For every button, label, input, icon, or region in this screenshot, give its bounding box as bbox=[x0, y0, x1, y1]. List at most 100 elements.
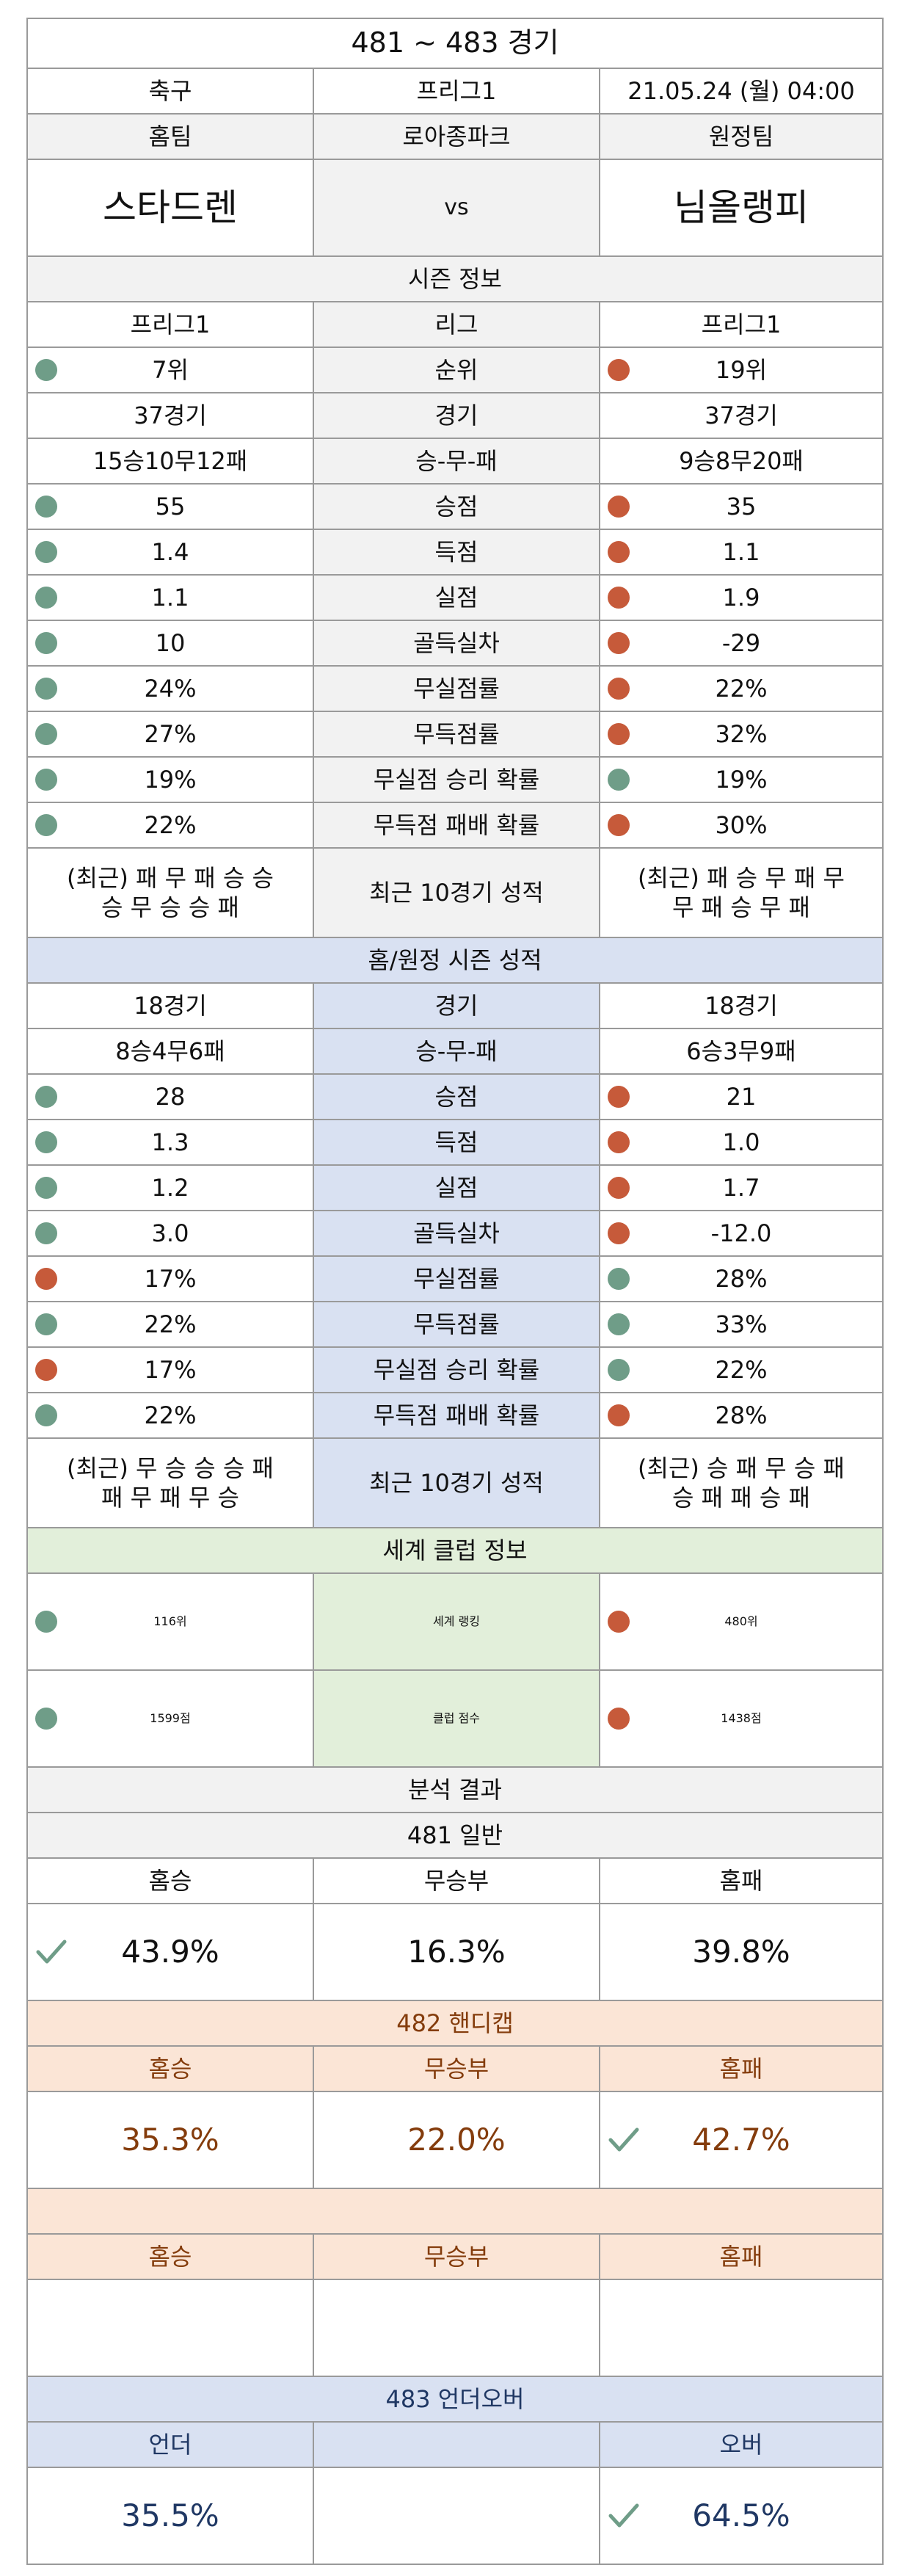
home-stat-value: 프리그1 bbox=[28, 302, 314, 347]
green-dot-icon bbox=[35, 1177, 57, 1199]
red-dot-icon bbox=[608, 814, 630, 836]
home-loss-value: 42.7% bbox=[600, 2092, 882, 2188]
recent-form-label: 최근 10경기 성적 bbox=[314, 1439, 600, 1527]
world-header-row: 세계 클럽 정보 bbox=[26, 1528, 884, 1574]
red-dot-icon bbox=[608, 359, 630, 381]
red-dot-icon bbox=[608, 1222, 630, 1244]
stat-label: 무득점률 bbox=[314, 712, 600, 756]
stat-label: 무실점률 bbox=[314, 667, 600, 711]
stat-label: 무득점 패배 확률 bbox=[314, 1393, 600, 1437]
green-dot-icon bbox=[35, 632, 57, 654]
home-stat-value: 1.2 bbox=[28, 1166, 314, 1210]
league-cell: 프리그1 bbox=[314, 69, 600, 113]
away-stat-value: -29 bbox=[600, 621, 882, 665]
stat-row: 22% 무득점률 33% bbox=[26, 1302, 884, 1348]
green-dot-icon bbox=[35, 1086, 57, 1108]
team-name-row: 스타드렌 vs 님올랭피 bbox=[26, 160, 884, 257]
home-stat-value: 17% bbox=[28, 1257, 314, 1301]
away-stat-value: 6승3무9패 bbox=[686, 1037, 796, 1065]
away-stat-value: 19% bbox=[600, 758, 882, 802]
empty-cell bbox=[600, 2280, 882, 2376]
stat-label: 무득점률 bbox=[314, 1302, 600, 1346]
away-stat-value: 19위 bbox=[600, 348, 882, 392]
stat-row: 19% 무실점 승리 확률 19% bbox=[26, 758, 884, 803]
away-stat-value: 32% bbox=[600, 712, 882, 756]
homeaway-header-row: 홈/원정 시즌 성적 bbox=[26, 938, 884, 984]
away-stat-value: 28% bbox=[600, 1257, 882, 1301]
stat-label: 무실점 승리 확률 bbox=[314, 758, 600, 802]
green-dot-icon bbox=[35, 1611, 57, 1633]
general-values-row: 43.9% 16.3% 39.8% bbox=[26, 1904, 884, 2001]
analysis-header: 분석 결과 bbox=[408, 1776, 502, 1804]
stat-label: 세계 랭킹 bbox=[314, 1574, 600, 1669]
stat-row: 1599점 클럽 점수 1438점 bbox=[26, 1671, 884, 1768]
stat-row: 7위 순위 19위 bbox=[26, 348, 884, 393]
away-stat-value: 30% bbox=[600, 803, 882, 847]
green-dot-icon bbox=[608, 1268, 630, 1290]
red-dot-icon bbox=[608, 1086, 630, 1108]
stat-row: 18경기 경기 18경기 bbox=[26, 984, 884, 1029]
away-stat-value: 1.1 bbox=[600, 530, 882, 574]
away-stat-value: 28% bbox=[600, 1393, 882, 1437]
red-dot-icon bbox=[608, 541, 630, 563]
away-stat-value: 35 bbox=[600, 485, 882, 529]
underover-labels-row: 언더 오버 bbox=[26, 2423, 884, 2468]
draw-label: 무승부 bbox=[314, 2047, 600, 2091]
recent-form-label: 최근 10경기 성적 bbox=[314, 849, 600, 937]
stat-row: 프리그1 리그 프리그1 bbox=[26, 302, 884, 348]
green-dot-icon bbox=[35, 769, 57, 791]
away-stat-value: 22% bbox=[600, 1348, 882, 1392]
underover-header: 483 언더오버 bbox=[385, 2385, 525, 2413]
red-dot-icon bbox=[35, 1359, 57, 1381]
away-stat-value: 22% bbox=[600, 667, 882, 711]
away-stat-value: 1.0 bbox=[600, 1120, 882, 1164]
away-stat-value: 21 bbox=[600, 1075, 882, 1119]
home-stat-value: 7위 bbox=[28, 348, 314, 392]
away-stat-value: 프리그1 bbox=[701, 311, 782, 338]
sport-cell: 축구 bbox=[28, 69, 314, 113]
stat-row: 1.1 실점 1.9 bbox=[26, 576, 884, 621]
world-stats: 116위 세계 랭킹 480위 1599점 클럽 점수 1438점 bbox=[26, 1574, 884, 1768]
home-stat-value: 18경기 bbox=[28, 984, 314, 1028]
green-dot-icon bbox=[608, 769, 630, 791]
green-dot-icon bbox=[35, 587, 57, 609]
stat-label: 무실점률 bbox=[314, 1257, 600, 1301]
red-dot-icon bbox=[608, 1611, 630, 1633]
draw-value: 16.3% bbox=[314, 1904, 600, 2000]
stat-label: 순위 bbox=[314, 348, 600, 392]
stat-label: 무실점 승리 확률 bbox=[314, 1348, 600, 1392]
stat-row: 17% 무실점 승리 확률 22% bbox=[26, 1348, 884, 1393]
red-dot-icon bbox=[608, 1708, 630, 1730]
stat-row: 22% 무득점 패배 확률 28% bbox=[26, 1393, 884, 1439]
underover-mid-label bbox=[314, 2423, 600, 2467]
stat-row: 37경기 경기 37경기 bbox=[26, 393, 884, 439]
away-stat-value: 37경기 bbox=[705, 402, 778, 429]
under-label: 언더 bbox=[28, 2423, 314, 2467]
home-stat-value: 116위 bbox=[28, 1574, 314, 1669]
match-sheet: 481 ~ 483 경기 축구 프리그1 21.05.24 (월) 04:00 … bbox=[26, 18, 884, 2565]
draw-label: 무승부 bbox=[314, 1859, 600, 1903]
general-labels-row: 홈승 무승부 홈패 bbox=[26, 1859, 884, 1904]
away-stat-value: 18경기 bbox=[705, 992, 778, 1020]
blank-header-row bbox=[26, 2189, 884, 2235]
stat-label: 득점 bbox=[314, 1120, 600, 1164]
red-dot-icon bbox=[608, 1404, 630, 1426]
stat-label: 무득점 패배 확률 bbox=[314, 803, 600, 847]
away-stat-value: 33% bbox=[600, 1302, 882, 1346]
home-loss-label: 홈패 bbox=[719, 2243, 763, 2271]
green-dot-icon bbox=[35, 496, 57, 518]
homeaway-header: 홈/원정 시즌 성적 bbox=[368, 946, 542, 974]
check-icon bbox=[608, 2127, 639, 2152]
home-win-label: 홈승 bbox=[28, 2235, 314, 2279]
stat-label: 골득실차 bbox=[314, 1211, 600, 1255]
vs-cell: vs bbox=[314, 160, 600, 255]
home-stat-value: 22% bbox=[28, 1302, 314, 1346]
home-loss-value: 39.8% bbox=[692, 1933, 790, 1970]
team-label-row: 홈팀 로아종파크 원정팀 bbox=[26, 115, 884, 160]
stat-label: 리그 bbox=[314, 302, 600, 347]
red-dot-icon bbox=[35, 1268, 57, 1290]
away-stat-value: 1.9 bbox=[600, 576, 882, 620]
general-header: 481 일반 bbox=[407, 1821, 503, 1849]
